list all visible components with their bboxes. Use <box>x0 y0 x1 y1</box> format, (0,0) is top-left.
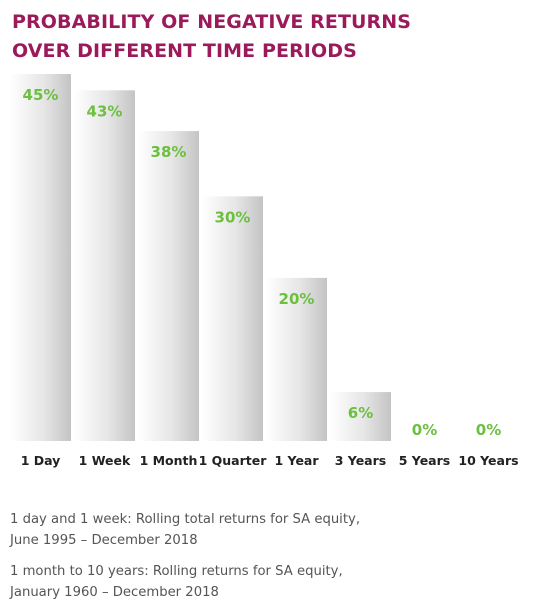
chart-title-line-2: OVER DIFFERENT TIME PERIODS <box>12 40 357 62</box>
source-note-1-line-2: June 1995 – December 2018 <box>10 533 198 548</box>
category-label-5-years: 5 Years <box>399 453 450 468</box>
category-label-1-month: 1 Month <box>140 453 198 468</box>
source-note-1: 1 day and 1 week: Rolling total returns … <box>10 509 540 551</box>
source-note-2: 1 month to 10 years: Rolling returns for… <box>10 561 540 603</box>
value-label-1-week: 43% <box>87 102 123 120</box>
category-label-1-year: 1 Year <box>274 453 319 468</box>
bar-chart: 45% 43% 38% 30% 20% 6% 0% 0% 1 Day 1 Week 1 Month… <box>10 74 519 468</box>
source-note-1-line-1: 1 day and 1 week: Rolling total returns … <box>10 512 361 527</box>
source-note-2-line-2: January 1960 – December 2018 <box>10 585 219 600</box>
source-note-2-line-1: 1 month to 10 years: Rolling returns for… <box>10 564 343 579</box>
bar-1-month <box>138 131 199 442</box>
source-notes: 1 day and 1 week: Rolling total returns … <box>10 509 540 613</box>
category-labels-group: 1 Day 1 Week 1 Month 1 Quarter 1 Year 3 Years… <box>21 453 519 468</box>
value-labels-group: 45% 43% 38% 30% 20% 6% 0% 0% <box>23 86 502 439</box>
value-label-5-years: 0% <box>412 421 437 439</box>
bar-1-year <box>266 277 327 441</box>
category-label-1-quarter: 1 Quarter <box>199 453 268 468</box>
category-label-10-years: 10 Years <box>458 453 518 468</box>
chart-title-line-1: PROBABILITY OF NEGATIVE RETURNS <box>12 11 412 33</box>
value-label-1-month: 38% <box>151 143 187 161</box>
category-label-3-years: 3 Years <box>335 453 386 468</box>
bars-group <box>10 74 391 442</box>
category-label-1-day: 1 Day <box>21 453 61 468</box>
value-label-1-day: 45% <box>23 86 59 104</box>
bar-1-quarter <box>202 196 263 441</box>
category-label-1-week: 1 Week <box>79 453 131 468</box>
value-label-1-year: 20% <box>279 290 315 308</box>
value-label-10-years: 0% <box>476 421 501 439</box>
value-label-1-quarter: 30% <box>215 208 251 226</box>
value-label-3-years: 6% <box>348 404 373 422</box>
chart-title: PROBABILITY OF NEGATIVE RETURNS OVER DIF… <box>12 8 542 66</box>
bar-1-week <box>74 90 135 442</box>
bar-1-day <box>10 74 71 441</box>
bar-3-years <box>330 392 391 441</box>
